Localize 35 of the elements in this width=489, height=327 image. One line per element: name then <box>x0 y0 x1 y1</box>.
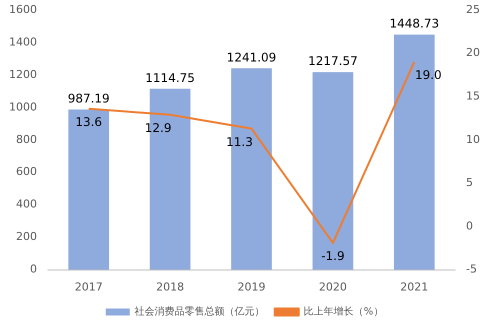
bar <box>68 110 110 270</box>
data-label: 1241.09 <box>226 50 276 64</box>
data-label: 1114.75 <box>145 70 195 85</box>
data-label: -1.9 <box>321 249 345 264</box>
legend-label: 比上年增长（%） <box>304 306 384 318</box>
y-tick-label: 0 <box>30 262 37 276</box>
data-label: 11.3 <box>226 134 253 149</box>
data-label: 13.6 <box>75 114 102 129</box>
y2-tick-label: 25 <box>466 2 480 16</box>
x-tick-label: 2017 <box>74 280 103 294</box>
y-tick-label: 400 <box>16 198 37 211</box>
bar <box>312 72 354 270</box>
x-tick-label: 2018 <box>156 280 184 294</box>
y-tick-label: 600 <box>16 165 37 178</box>
y2-tick-label: 5 <box>466 176 474 190</box>
x-tick-label: 2020 <box>318 280 347 294</box>
data-label: 12.9 <box>144 120 172 135</box>
y-tick-label: 800 <box>16 132 37 146</box>
data-label: 19.0 <box>414 68 442 82</box>
y-tick-label: 1400 <box>8 35 37 48</box>
y2-tick-label: 15 <box>466 89 480 102</box>
data-label: 1217.57 <box>308 54 358 68</box>
y2-tick-label: 10 <box>466 132 480 146</box>
y2-tick-label: 0 <box>466 219 474 232</box>
y2-tick-label: 20 <box>466 46 480 60</box>
x-tick-label: 2019 <box>238 280 266 294</box>
data-label: 987.19 <box>68 92 110 106</box>
x-tick-label: 2021 <box>400 280 428 294</box>
y-tick-label: 1600 <box>8 2 37 16</box>
y-tick-label: 200 <box>16 230 37 244</box>
y-tick-label: 1000 <box>8 100 37 114</box>
data-label: 1448.73 <box>389 16 440 31</box>
legend-label: 社会消费品零售总额（亿元） <box>134 306 265 318</box>
y2-tick-label: -5 <box>466 262 477 276</box>
y-tick-label: 1200 <box>8 68 37 81</box>
